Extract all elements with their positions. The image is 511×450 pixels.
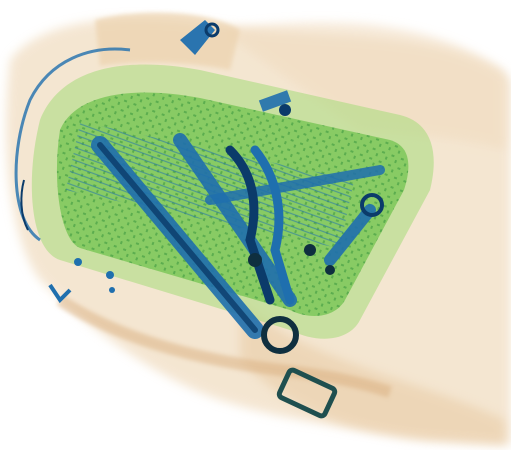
loose-metal-parts	[48, 258, 115, 304]
bag-strap	[56, 295, 392, 398]
metal-tools	[91, 20, 385, 354]
strap-buckle	[276, 367, 338, 419]
case-top-flap	[95, 12, 240, 71]
cable-coil	[14, 47, 131, 242]
